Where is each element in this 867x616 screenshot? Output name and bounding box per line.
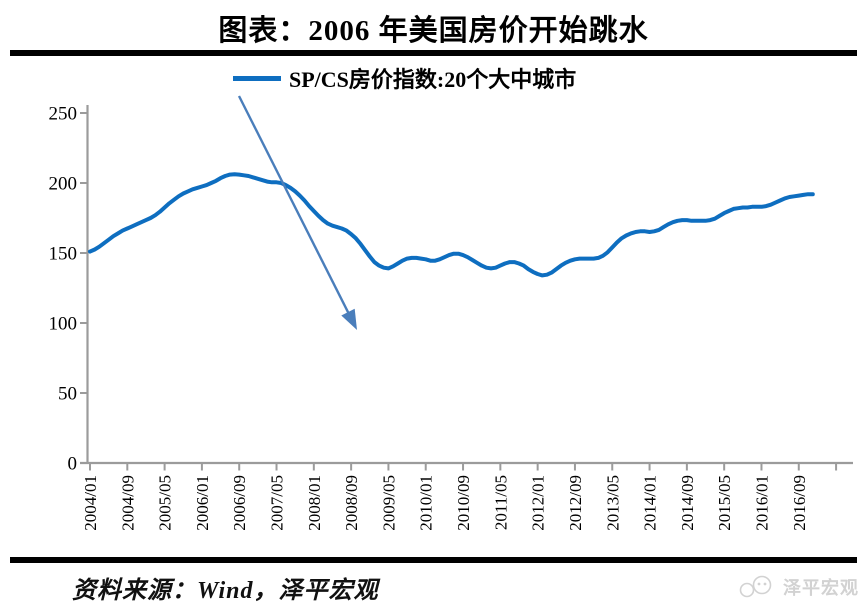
- annotation-arrow-head: [341, 308, 357, 330]
- x-tick-label: 2008/09: [342, 475, 361, 531]
- y-tick-label: 150: [49, 244, 78, 265]
- x-tick-label: 2010/09: [454, 475, 473, 531]
- bottom-divider: [10, 557, 857, 563]
- y-tick-label: 100: [49, 314, 78, 335]
- x-tick-label: 2014/01: [641, 475, 660, 531]
- price-index-line: [88, 172, 815, 278]
- x-tick-label: 2012/01: [529, 475, 548, 531]
- x-tick-label: 2015/05: [715, 475, 734, 531]
- watermark-text: 泽平宏观: [783, 578, 859, 598]
- legend-label: SP/CS房价指数:20个大中城市: [289, 67, 577, 92]
- y-tick-label: 250: [49, 104, 78, 125]
- y-tick-label: 0: [68, 454, 78, 475]
- y-tick-label: 200: [49, 174, 78, 195]
- x-tick-label: 2010/01: [417, 475, 436, 531]
- legend-line-sample: [233, 75, 281, 81]
- x-tick-label: 2013/05: [603, 475, 622, 531]
- x-tick-label: 2016/01: [752, 475, 771, 531]
- x-tick-label: 2005/05: [156, 475, 175, 531]
- x-tick-label: 2016/09: [790, 475, 809, 531]
- x-tick-label: 2004/01: [81, 475, 100, 531]
- watermark: 泽平宏观: [738, 574, 859, 600]
- annotation-arrow-shaft: [237, 95, 351, 317]
- x-tick-label: 2006/09: [230, 475, 249, 531]
- x-tick-label: 2012/09: [566, 475, 585, 531]
- x-tick-label: 2011/05: [491, 475, 510, 530]
- x-tick-label: 2014/09: [678, 475, 697, 531]
- x-tick-label: 2008/01: [305, 475, 324, 531]
- legend: SP/CS房价指数:20个大中城市: [233, 62, 576, 94]
- x-tick-label: 2004/09: [118, 475, 137, 531]
- top-divider: [10, 50, 857, 56]
- x-tick-label: 2007/05: [268, 475, 287, 531]
- x-tick-label: 2009/05: [379, 475, 398, 531]
- y-tick-label: 50: [58, 384, 77, 405]
- watermark-logo-icon: [739, 575, 772, 598]
- chart-title: 图表：2006 年美国房价开始跳水: [218, 15, 649, 47]
- x-tick-label: 2006/01: [193, 475, 212, 531]
- source-note: 资料来源：Wind，泽平宏观: [72, 578, 379, 604]
